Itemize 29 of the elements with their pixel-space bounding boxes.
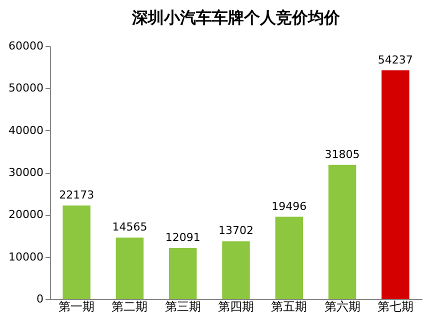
y-tick-label: 60000 [8, 40, 44, 52]
data-label: 22173 [59, 188, 94, 202]
x-tick-label: 第一期 [58, 300, 95, 314]
y-tick-label: 50000 [8, 82, 44, 95]
bar [168, 248, 197, 299]
data-label: 54237 [378, 53, 413, 66]
bar [222, 241, 250, 299]
x-tick-label: 第三期 [164, 300, 201, 314]
y-tick-label: 20000 [8, 208, 44, 222]
y-tick-label: 10000 [8, 250, 44, 264]
x-tick-label: 第七期 [377, 300, 414, 314]
y-tick-label: 0 [36, 292, 44, 306]
bar [116, 238, 144, 299]
x-tick-label: 第二期 [112, 300, 148, 314]
data-label: 14565 [112, 220, 148, 234]
chart-title: 深圳小汽车车牌个人竞价均价 [131, 9, 341, 27]
x-tick-label: 第五期 [271, 300, 308, 314]
bar [382, 70, 410, 299]
data-label: 31805 [324, 148, 360, 161]
bar [62, 206, 90, 299]
x-tick-label: 第六期 [324, 300, 360, 314]
y-tick-label: 30000 [8, 166, 44, 179]
bar [328, 164, 356, 299]
data-label: 13702 [218, 224, 254, 238]
data-label: 19496 [272, 200, 307, 213]
y-tick-label: 40000 [8, 124, 44, 137]
data-label: 12091 [165, 231, 200, 244]
bar [275, 216, 304, 299]
x-tick-label: 第四期 [218, 300, 254, 314]
